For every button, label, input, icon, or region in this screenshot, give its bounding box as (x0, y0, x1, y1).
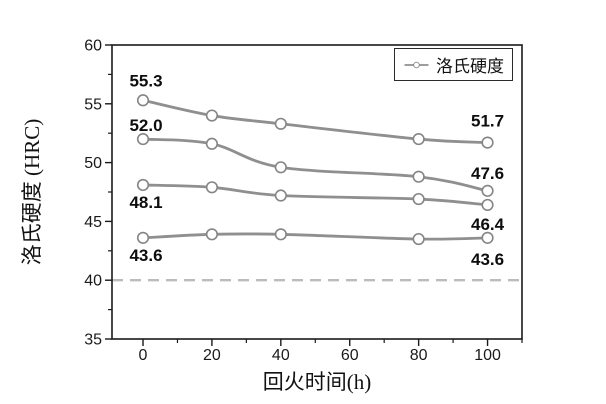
y-tick-label: 50 (84, 155, 102, 172)
y-tick-label: 60 (84, 38, 102, 55)
legend-label: 洛氏硬度 (436, 57, 504, 76)
data-point-marker (136, 231, 150, 244)
series-line-2 (141, 137, 489, 193)
y-axis-title: 洛氏硬度 (HRC) (20, 118, 44, 266)
series-line-3 (141, 183, 489, 207)
data-point-marker (412, 132, 425, 146)
data-point-marker (136, 178, 150, 192)
data-label: 46.4 (471, 215, 505, 234)
y-tick-label: 45 (84, 214, 102, 231)
data-point-marker (136, 94, 150, 107)
legend-line-marker-icon (404, 61, 429, 68)
data-point-marker (205, 137, 219, 150)
y-tick-label: 40 (84, 273, 102, 290)
series-line-4 (141, 232, 489, 241)
data-point-marker (412, 170, 425, 183)
data-label: 55.3 (129, 71, 162, 90)
data-label: 48.1 (129, 193, 162, 212)
data-point-marker (481, 184, 494, 197)
data-point-marker (274, 117, 287, 130)
series-line-1 (141, 98, 489, 145)
data-point-marker (205, 109, 219, 122)
plot-frame (111, 44, 523, 340)
y-tick-label: 55 (84, 96, 102, 113)
data-point-marker (205, 228, 219, 241)
data-label: 51.7 (471, 112, 504, 131)
data-point-marker (481, 198, 494, 212)
data-label: 43.6 (129, 246, 162, 265)
x-tick-label: 60 (341, 347, 359, 364)
data-label: 43.6 (471, 250, 504, 269)
data-point-marker (412, 192, 425, 206)
x-tick-label: 20 (203, 347, 221, 364)
data-point-marker (274, 161, 287, 174)
y-tick-label: 35 (84, 332, 102, 349)
data-point-marker (481, 231, 494, 244)
x-tick-label: 40 (272, 347, 290, 364)
legend-box: 洛氏硬度 (394, 48, 513, 81)
x-tick-label: 100 (474, 347, 501, 364)
x-tick-label: 80 (410, 347, 428, 364)
data-point-marker (274, 189, 287, 202)
x-tick-label: 0 (139, 347, 148, 364)
x-axis-title: 回火时间(h) (262, 370, 372, 394)
legend-marker-icon (413, 61, 420, 68)
data-point-marker (481, 136, 494, 149)
data-point-marker (136, 132, 150, 146)
data-label: 52.0 (129, 116, 162, 135)
data-point-marker (274, 228, 287, 241)
data-label: 47.6 (471, 164, 504, 183)
data-point-marker (205, 181, 219, 194)
data-point-marker (412, 232, 425, 246)
